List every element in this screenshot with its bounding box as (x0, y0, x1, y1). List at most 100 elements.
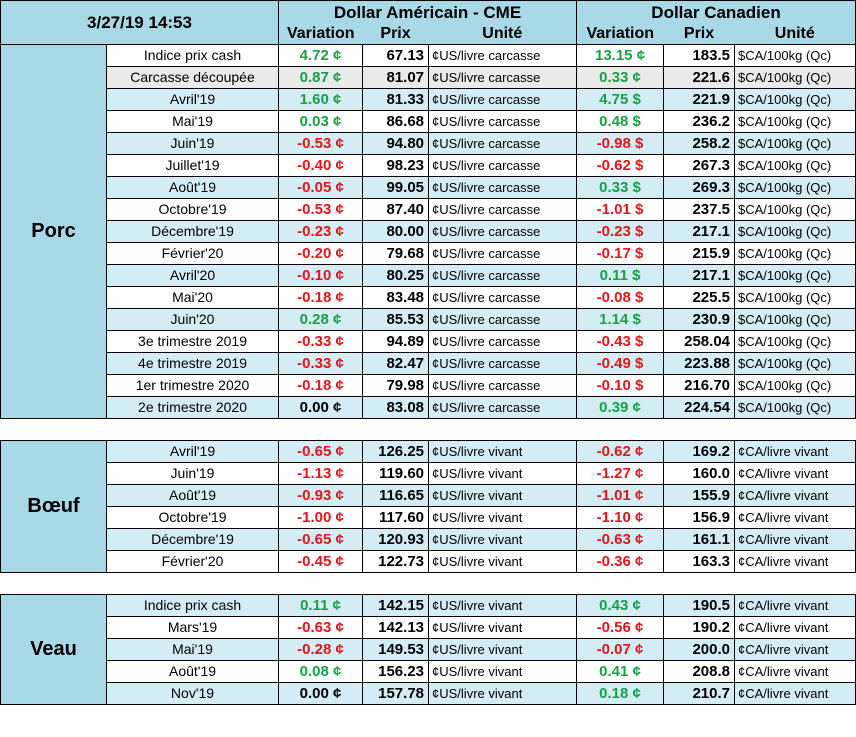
cad-unit: ¢CA/livre vivant (734, 440, 856, 463)
table-row: 2e trimestre 2020 0.00 ¢ 83.08 ¢US/livre ca… (1, 396, 856, 419)
cad-variation: -0.49 $ (576, 352, 665, 375)
usd-unit: ¢US/livre vivant (428, 550, 578, 573)
usd-price: 80.00 (362, 220, 430, 243)
cad-unit: $CA/100kg (Qc) (734, 132, 856, 155)
usd-variation: -0.10 ¢ (278, 264, 364, 287)
table-row: Juin'19 -0.53 ¢ 94.80 ¢US/livre carcasse -0.… (1, 132, 856, 155)
cad-unit: $CA/100kg (Qc) (734, 154, 856, 177)
cad-unit: $CA/100kg (Qc) (734, 308, 856, 331)
cad-unit: ¢CA/livre vivant (734, 484, 856, 507)
usd-variation: -0.20 ¢ (278, 242, 364, 265)
usd-unit: ¢US/livre carcasse (428, 220, 578, 243)
row-label: Mai'20 (105, 286, 280, 309)
usd-variation: -0.18 ¢ (278, 374, 364, 397)
usd-variation: -0.18 ¢ (278, 286, 364, 309)
cad-variation: 0.33 ¢ (576, 66, 665, 89)
category-bœuf: Bœuf (0, 440, 107, 573)
table-row: Nov'19 0.00 ¢ 157.78 ¢US/livre vivant 0.18 ¢… (1, 682, 856, 705)
cad-price: 236.2 (663, 110, 736, 133)
usd-price: 80.25 (362, 264, 430, 287)
usd-unit: ¢US/livre carcasse (428, 176, 578, 199)
cad-variation: -0.23 $ (576, 220, 665, 243)
cad-variation: 1.14 $ (576, 308, 665, 331)
usd-unit: ¢US/livre carcasse (428, 352, 578, 375)
cad-variation: -1.01 ¢ (576, 484, 665, 507)
table-row: Bœuf Avril'19 -0.65 ¢ 126.25 ¢US/livre vivan… (0, 440, 856, 573)
cad-variation: 0.18 ¢ (576, 682, 665, 705)
cad-unit: ¢CA/livre vivant (734, 506, 856, 529)
table-row: Février'20 -0.20 ¢ 79.68 ¢US/livre carcasse… (1, 242, 856, 265)
usd-price: 142.13 (362, 616, 430, 639)
header-row-columns: Variation Prix Unité Variation Prix Unit… (1, 23, 856, 45)
cad-variation: -0.56 ¢ (576, 616, 665, 639)
usd-price: 82.47 (362, 352, 430, 375)
usd-price: 86.68 (362, 110, 430, 133)
cad-variation: -0.98 $ (576, 132, 665, 155)
table-row: Février'20 -0.45 ¢ 122.73 ¢US/livre vivant -… (1, 550, 856, 573)
row-label: Carcasse découpée (105, 66, 280, 89)
row-label: Février'20 (105, 242, 280, 265)
usd-variation: -1.13 ¢ (278, 462, 364, 485)
cad-variation: 0.39 ¢ (576, 396, 665, 419)
usd-price: 81.33 (362, 88, 430, 111)
category-veau: Veau (0, 594, 107, 705)
usd-unit: ¢US/livre carcasse (428, 198, 578, 221)
cad-variation: -1.10 ¢ (576, 506, 665, 529)
usd-unit: ¢US/livre vivant (428, 506, 578, 529)
cad-unit: $CA/100kg (Qc) (734, 330, 856, 353)
row-label: Février'20 (105, 550, 280, 573)
cad-variation: -0.07 ¢ (576, 638, 665, 661)
row-label: 2e trimestre 2020 (105, 396, 280, 419)
usd-prix-header: Prix (362, 23, 429, 45)
cad-unit: ¢CA/livre vivant (734, 660, 856, 683)
cad-unite-header: Unité (734, 23, 856, 45)
usd-unit: ¢US/livre carcasse (428, 44, 578, 67)
row-label: Juin'19 (105, 132, 280, 155)
row-label: Octobre'19 (105, 198, 280, 221)
usd-variation: -0.23 ¢ (278, 220, 364, 243)
table-row: Avril'19 1.60 ¢ 81.33 ¢US/livre carcasse 4.7… (1, 88, 856, 111)
usd-variation: -0.53 ¢ (278, 198, 364, 221)
usd-variation: 0.28 ¢ (278, 308, 364, 331)
row-label: Nov'19 (105, 682, 280, 705)
cad-variation: -0.17 $ (576, 242, 665, 265)
usd-unit: ¢US/livre carcasse (428, 374, 578, 397)
table-row: Mai'19 -0.28 ¢ 149.53 ¢US/livre vivant -0.07… (1, 638, 856, 661)
table-row: 1er trimestre 2020 -0.18 ¢ 79.98 ¢US/livre … (1, 374, 856, 397)
usd-variation: 0.03 ¢ (278, 110, 364, 133)
cad-prix-header: Prix (663, 23, 735, 45)
cad-unit: $CA/100kg (Qc) (734, 44, 856, 67)
cad-unit: $CA/100kg (Qc) (734, 198, 856, 221)
cad-price: 225.5 (663, 286, 736, 309)
cad-unit: $CA/100kg (Qc) (734, 110, 856, 133)
usd-unit: ¢US/livre vivant (428, 528, 578, 551)
usd-variation-header: Variation (278, 23, 363, 45)
usd-unite-header: Unité (428, 23, 578, 45)
cad-unit: $CA/100kg (Qc) (734, 242, 856, 265)
usd-unit: ¢US/livre carcasse (428, 286, 578, 309)
section-spacer (0, 418, 856, 441)
cad-unit: $CA/100kg (Qc) (734, 176, 856, 199)
row-label: Décembre'19 (105, 528, 280, 551)
cad-variation-header: Variation (576, 23, 664, 45)
cad-variation: -1.01 $ (576, 198, 665, 221)
cad-price: 221.9 (663, 88, 736, 111)
cad-price: 217.1 (663, 220, 736, 243)
usd-price: 98.23 (362, 154, 430, 177)
cad-price: 215.9 (663, 242, 736, 265)
row-label: 1er trimestre 2020 (105, 374, 280, 397)
table-row: Décembre'19 -0.65 ¢ 120.93 ¢US/livre vivant… (1, 528, 856, 551)
row-label: Août'19 (105, 660, 280, 683)
row-label: 3e trimestre 2019 (105, 330, 280, 353)
table-row: Avril'20 -0.10 ¢ 80.25 ¢US/livre carcasse 0.… (1, 264, 856, 287)
usd-price: 87.40 (362, 198, 430, 221)
price-table: 3/27/19 14:53 Dollar Américain - CME Dol… (0, 0, 856, 705)
usd-variation: 0.11 ¢ (278, 594, 364, 617)
usd-unit: ¢US/livre vivant (428, 682, 578, 705)
cad-unit: ¢CA/livre vivant (734, 638, 856, 661)
cad-price: 216.70 (663, 374, 736, 397)
usd-variation: -0.40 ¢ (278, 154, 364, 177)
cad-price: 155.9 (663, 484, 736, 507)
usd-price: 149.53 (362, 638, 430, 661)
usd-unit: ¢US/livre vivant (428, 638, 578, 661)
